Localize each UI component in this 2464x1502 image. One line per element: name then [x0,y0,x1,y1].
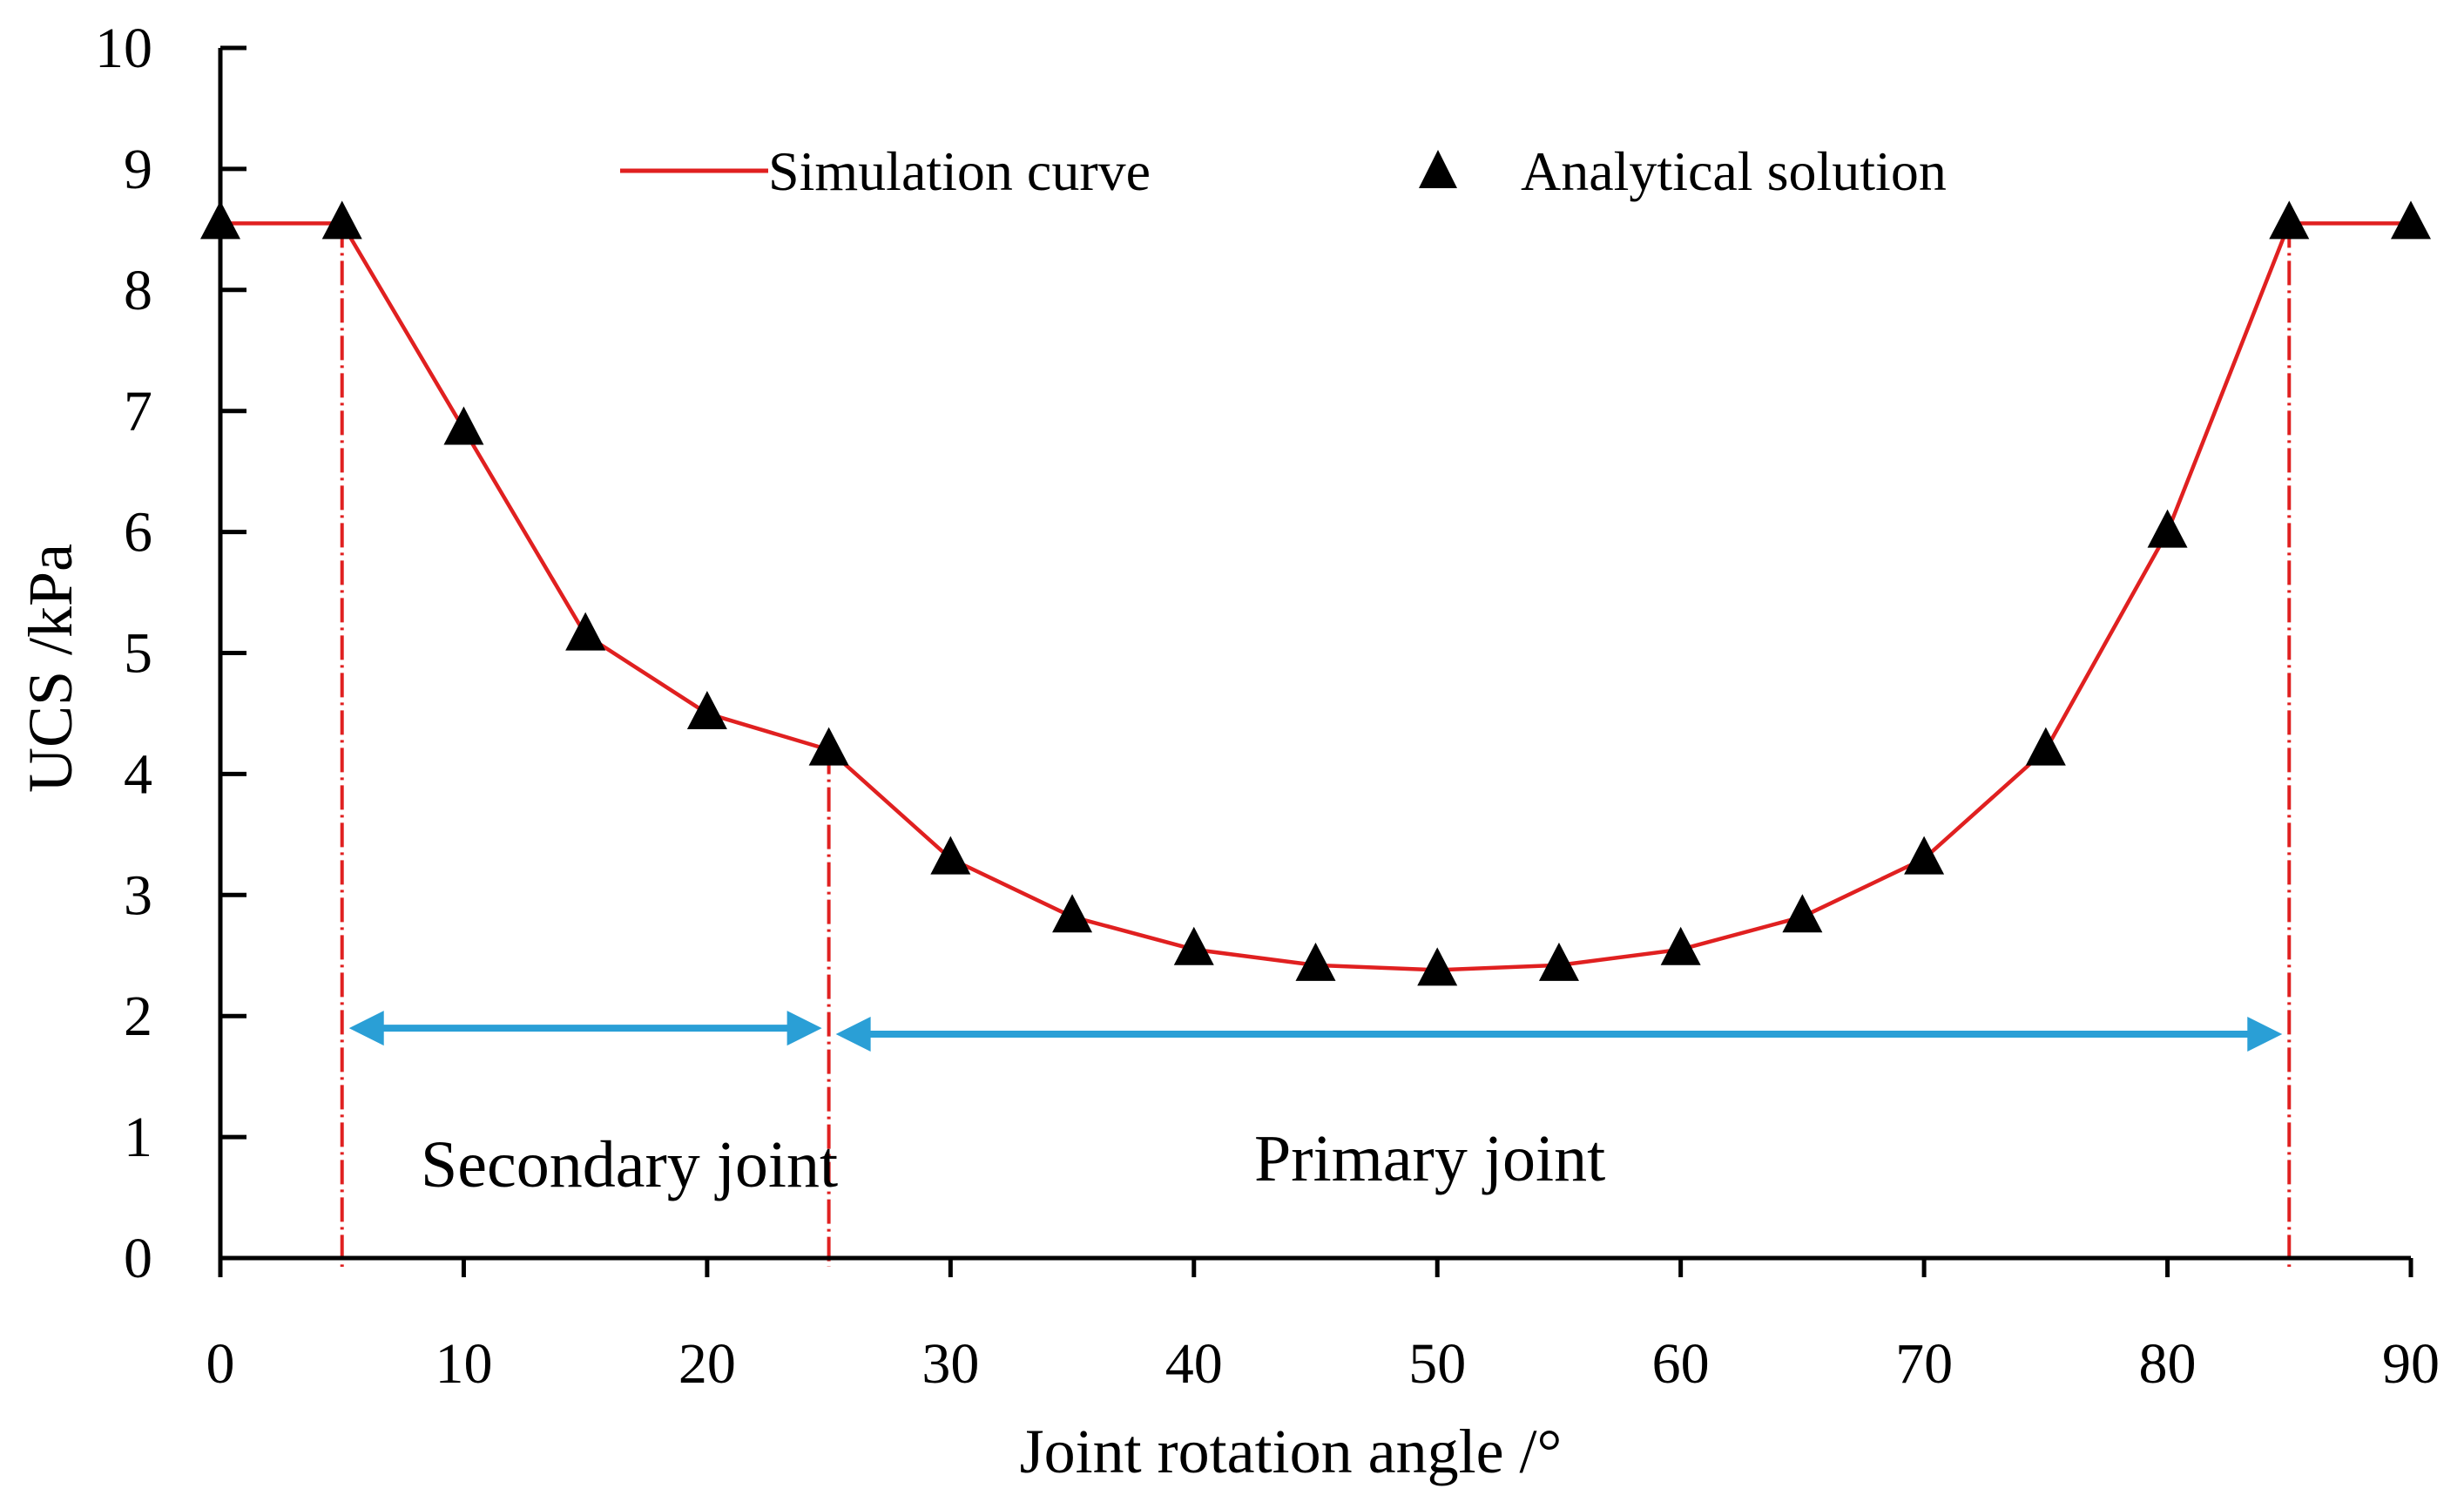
y-tick-label: 2 [124,984,152,1048]
x-tick-label: 60 [1652,1332,1710,1396]
x-tick-label: 30 [921,1332,979,1396]
region-arrow-head-right [2247,1017,2283,1052]
analytical-solution-point [2269,200,2310,240]
region-arrow-head-left [348,1011,384,1046]
analytical-solution-point [1052,894,1093,933]
analytical-solution-point [565,612,606,651]
region-arrows [348,1011,2283,1052]
simulation-curve-series [220,221,2411,972]
y-tick-label: 5 [124,622,152,686]
y-tick-label: 8 [124,259,152,322]
region-label-primary: Primary joint [1254,1122,1605,1195]
analytical-solution-point [1904,836,1945,875]
y-tick-label: 3 [124,863,152,927]
analytical-solution-point [1417,947,1458,986]
region-arrow-head-left [835,1017,871,1052]
analytical-solution-point [1295,942,1336,981]
legend-simulation-label: Simulation curve [768,140,1151,202]
x-tick-label: 10 [435,1332,492,1396]
analytical-solution-point [1782,894,1823,933]
analytical-solution-series [200,200,2431,986]
y-tick-label: 9 [124,138,152,201]
legend-analytical-swatch [1419,150,1457,188]
analytical-solution-point [2147,509,2188,548]
legend-analytical-label: Analytical solution [1521,140,1947,202]
y-tick-label: 0 [124,1227,152,1290]
axes: 0 1 2 3 4 5 6 7 8 9 10 0 10 20 30 40 50 60 70 80 90 [95,17,2440,1396]
y-tick-label: 1 [124,1106,152,1169]
y-tick-label: 4 [124,742,152,806]
analytical-solution-point [200,200,240,240]
analytical-solution-point [808,727,849,766]
x-tick-label: 80 [2139,1332,2197,1396]
x-tick-label: 0 [206,1332,235,1396]
x-axis-title: Joint rotation angle /° [1020,1417,1563,1486]
region-arrow-head-right [786,1011,822,1046]
x-tick-label: 50 [1408,1332,1466,1396]
analytical-solution-point [686,690,727,729]
region-label-secondary: Secondary joint [421,1128,838,1201]
analytical-solution-point [2391,200,2431,240]
y-tick-label: 6 [124,501,152,565]
analytical-solution-point [1538,942,1579,981]
analytical-solution-point [2025,727,2066,766]
x-tick-label: 70 [1895,1332,1953,1396]
simulation-curve-line [220,221,2411,972]
legend: Simulation curve Analytical solution [620,140,1947,202]
y-axis-title: UCS /kPa [16,544,85,793]
y-tick-label: 7 [124,380,152,443]
y-tick-label: 10 [95,17,152,80]
analytical-solution-point [321,200,362,240]
x-tick-label: 40 [1165,1332,1223,1396]
x-tick-label: 20 [678,1332,736,1396]
x-tick-label: 90 [2382,1332,2440,1396]
analytical-solution-point [1660,926,1701,965]
analytical-solution-point [1173,926,1214,965]
analytical-solution-point [443,406,484,445]
analytical-solution-point [930,836,971,875]
reference-lines [340,223,2292,1267]
